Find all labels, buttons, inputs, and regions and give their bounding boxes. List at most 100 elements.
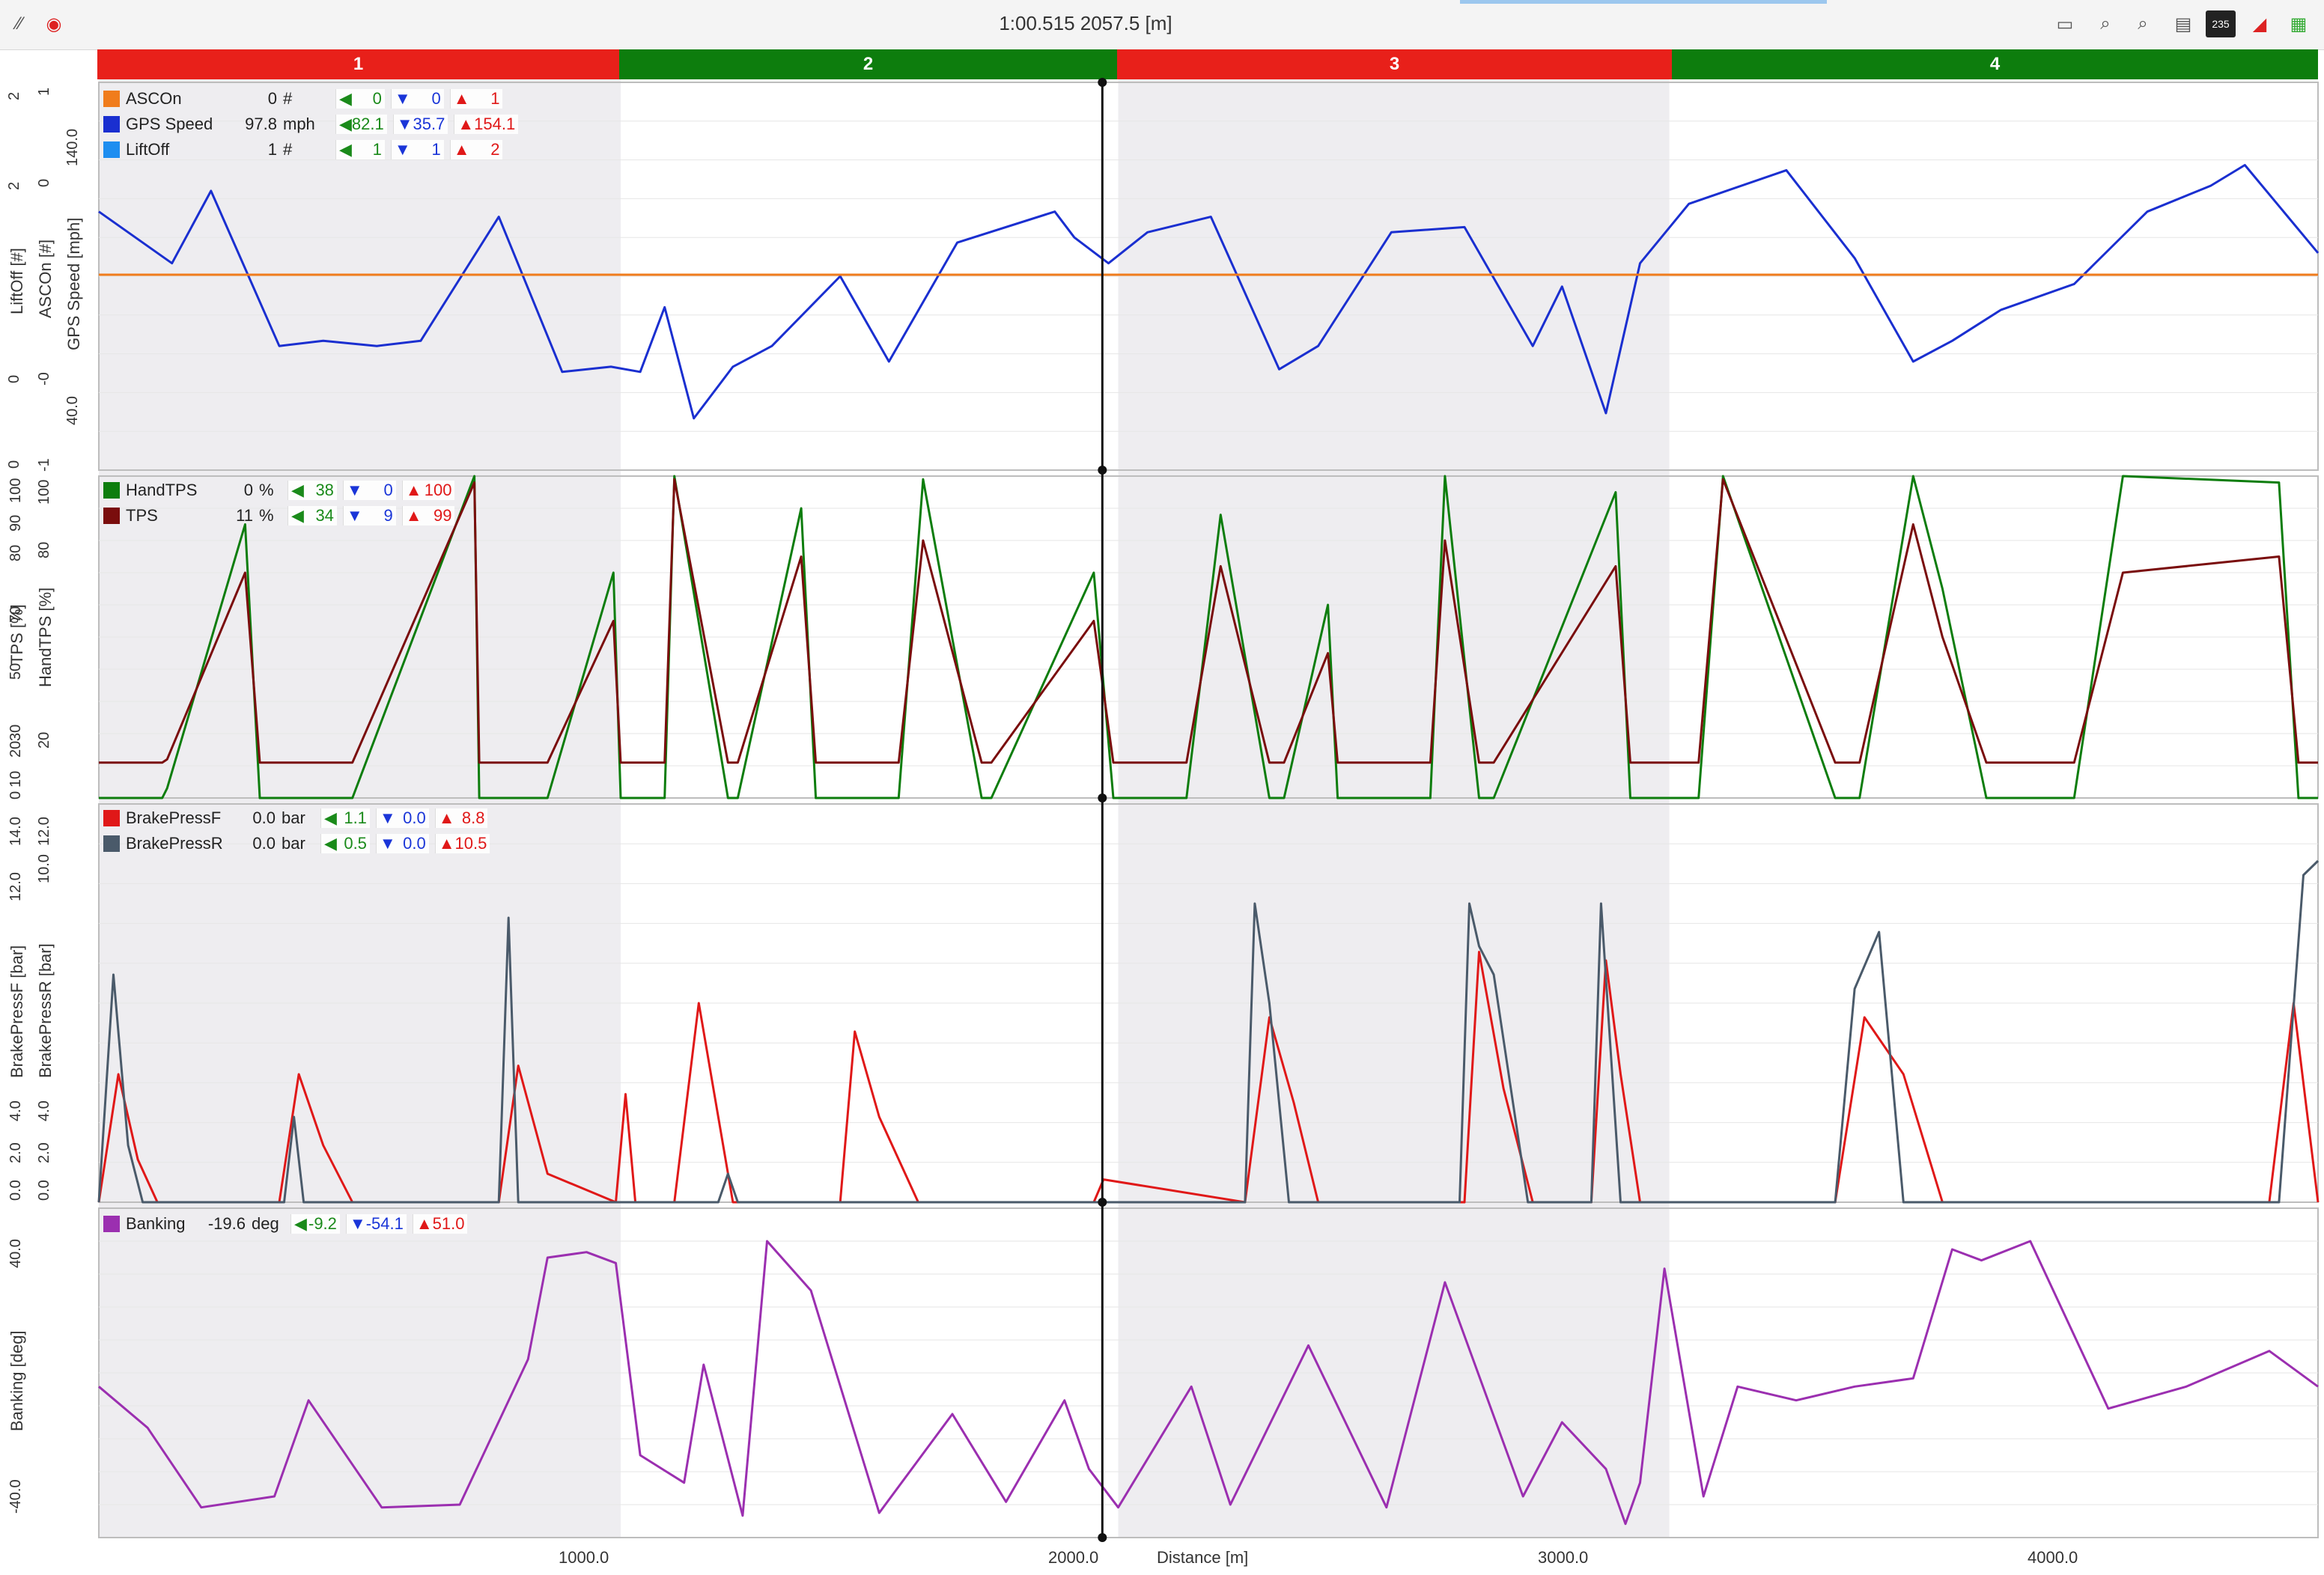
down-arrow-icon: ▼ — [379, 808, 396, 827]
legend-value: 0 — [267, 89, 277, 108]
up-arrow-icon: ▲ — [453, 140, 470, 159]
y-tick: 30 — [7, 724, 24, 741]
legend-row-brakepressr[interactable]: BrakePressR 0.0 bar ◀ 0.5 ▼ 0.0 ▲ 10.5 — [103, 831, 490, 856]
legend-row-handtps[interactable]: HandTPS 0 % ◀ 38 ▼ 0 ▲ 100 — [103, 478, 455, 503]
left-arrow-icon: ◀ — [339, 115, 352, 133]
down-arrow-icon: ▼ — [346, 481, 363, 499]
legend-row-banking[interactable]: Banking -19.6 deg ◀ -9.2 ▼ -54.1 ▲ 51.0 — [103, 1211, 468, 1237]
series-banking — [98, 1240, 2319, 1526]
y-tick: 4.0 — [36, 1100, 52, 1121]
series-gps-speed — [98, 164, 2320, 420]
left-arrow-icon: ◀ — [339, 89, 352, 108]
legend-row-liftoff[interactable]: LiftOff 1 # ◀ 1 ▼ 1 ▲ 2 — [103, 137, 518, 162]
legend-max-value: 8.8 — [461, 808, 485, 827]
legend-panel-4: Banking -19.6 deg ◀ -9.2 ▼ -54.1 ▲ 51.0 — [103, 1211, 468, 1237]
handtps-swatch — [103, 482, 120, 499]
legend-mid: ▼ 0.0 — [375, 808, 429, 828]
y-tick: -40.0 — [7, 1479, 24, 1514]
legend-value: -19.6 — [207, 1214, 246, 1233]
pen-tool-icon[interactable]: ⁄⁄ — [16, 13, 22, 34]
grid-icon[interactable]: ▦ — [2290, 13, 2308, 34]
y-tick: -1 — [36, 458, 52, 472]
legend-max: ▲ 99 — [401, 506, 455, 525]
legend-min: ◀ -9.2 — [290, 1214, 340, 1234]
legend-min-value: 38 — [315, 481, 334, 499]
x-tick: 2000.0 — [1048, 1548, 1099, 1567]
zoom-out-icon[interactable]: ⌕ — [2138, 13, 2148, 34]
left-arrow-icon: ◀ — [324, 808, 337, 827]
legend-max-value: 99 — [434, 506, 452, 525]
cursor-handle — [1098, 1533, 1107, 1542]
down-arrow-icon: ▼ — [394, 89, 411, 108]
legend-mid-value: 0 — [383, 481, 393, 499]
legend-max-value: 1 — [490, 89, 500, 108]
y-tick: 0 — [6, 374, 22, 383]
banking-swatch — [103, 1216, 120, 1232]
y-tick: 0 — [36, 178, 52, 187]
legend-max-value: 2 — [490, 140, 500, 159]
y-tick: -0 — [36, 372, 52, 386]
left-arrow-icon: ◀ — [339, 140, 352, 159]
sector-3[interactable]: 3 — [1117, 49, 1672, 79]
legend-max: ▲ 51.0 — [412, 1214, 468, 1234]
y-tick: 40.0 — [7, 1239, 24, 1268]
legend-row-ascon[interactable]: ASCOn 0 # ◀ 0 ▼ 0 ▲ 1 — [103, 86, 518, 112]
liftoff-swatch — [103, 141, 120, 158]
ruler-icon[interactable]: ▭ — [2056, 13, 2074, 34]
legend-max-value: 10.5 — [454, 834, 487, 853]
sector-4[interactable]: 4 — [1672, 49, 2318, 79]
legend-mid: ▼ 0.0 — [375, 834, 429, 853]
legend-min: ◀ 0 — [335, 89, 385, 109]
y-tick: 2 — [6, 181, 22, 190]
record-icon[interactable]: ◉ — [46, 13, 62, 34]
y-tick: 10.0 — [36, 854, 52, 883]
x-tick: 3000.0 — [1538, 1548, 1589, 1567]
legend-mid: ▼ 9 — [342, 506, 396, 525]
legend-max-value: 100 — [424, 481, 452, 499]
legend-max: ▲ 100 — [401, 481, 455, 500]
counter-button[interactable]: 235 — [2206, 10, 2236, 37]
legend-max: ▲ 8.8 — [434, 808, 488, 828]
cursor-handle — [1098, 78, 1107, 87]
legend-name: LiftOff — [126, 140, 170, 159]
up-arrow-icon: ▲ — [438, 808, 455, 827]
legend-value: 0.0 — [252, 808, 276, 827]
legend-min: ◀ 34 — [288, 506, 337, 525]
x-axis-label: Distance [m] — [1157, 1548, 1249, 1567]
ascon-swatch — [103, 91, 120, 107]
legend-row-gps-speed[interactable]: GPS Speed 97.8 mph ◀ 82.1 ▼ 35.7 ▲ 154.1 — [103, 112, 519, 137]
y-tick: 1 — [36, 87, 52, 96]
y-label-banking: Banking [deg] — [7, 1330, 26, 1431]
y-tick: 0 — [7, 790, 24, 799]
legend-row-tps[interactable]: TPS 11 % ◀ 34 ▼ 9 ▲ 99 — [103, 503, 455, 528]
up-arrow-icon: ▲ — [416, 1214, 433, 1233]
legend-name: HandTPS — [126, 481, 198, 499]
y-tick: 0.0 — [7, 1180, 24, 1201]
layout-icon[interactable]: ▤ — [2174, 13, 2192, 34]
left-arrow-icon: ◀ — [294, 1214, 307, 1233]
y-label-liftoff: LiftOff [#] — [7, 248, 26, 314]
sector-1[interactable]: 1 — [97, 49, 619, 79]
legend-value: 0 — [243, 481, 253, 499]
y-label-handtps: HandTPS [%] — [36, 587, 55, 687]
warning-icon[interactable]: ◢ — [2252, 13, 2267, 34]
tps-swatch — [103, 508, 120, 524]
legend-mid: ▼ -54.1 — [345, 1214, 407, 1234]
y-tick: 80 — [36, 541, 52, 558]
legend-value: 97.8 — [245, 115, 277, 133]
y-tick: 140.0 — [64, 128, 81, 166]
zoom-icon[interactable]: ⌕ — [2100, 13, 2111, 34]
legend-row-brakepressf[interactable]: BrakePressF 0.0 bar ◀ 1.1 ▼ 0.0 ▲ 8.8 — [103, 805, 490, 831]
legend-unit: % — [259, 506, 274, 525]
legend-value: 0.0 — [252, 834, 276, 853]
sector-2[interactable]: 2 — [619, 49, 1117, 79]
down-arrow-icon: ▼ — [346, 506, 363, 525]
sector-bar: 1 2 3 4 — [97, 49, 2318, 79]
left-arrow-icon: ◀ — [291, 481, 304, 499]
down-arrow-icon: ▼ — [396, 115, 413, 133]
active-tab-indicator — [1460, 0, 1827, 4]
legend-panel-1: ASCOn 0 # ◀ 0 ▼ 0 ▲ 1 GPS Speed 97.8 mph ◀ 8… — [103, 86, 519, 162]
legend-mid-value: 9 — [383, 506, 393, 525]
legend-max: ▲ 10.5 — [434, 834, 490, 853]
